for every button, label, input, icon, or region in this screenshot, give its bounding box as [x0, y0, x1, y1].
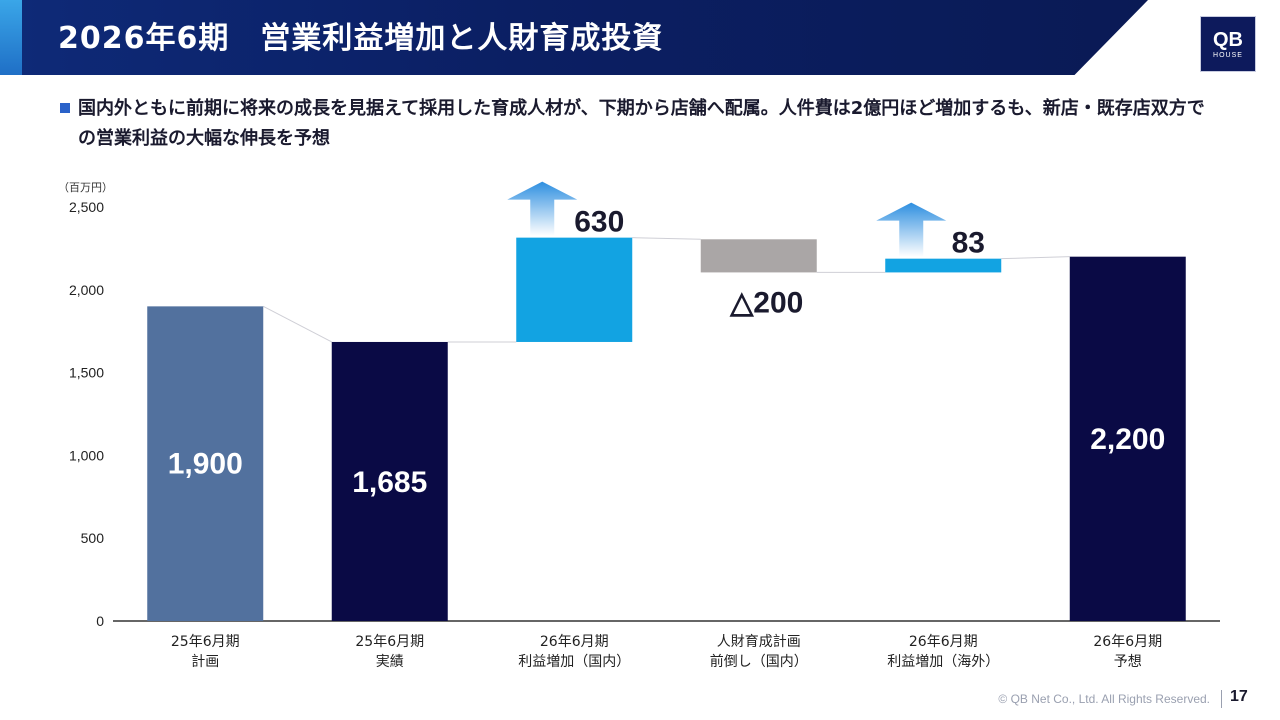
bar-total: [331, 341, 448, 621]
bar-increase: [885, 258, 1002, 273]
up-arrow-icon: [507, 181, 578, 236]
up-arrow-icon: [876, 202, 947, 257]
x-category-label: 26年6月期: [909, 634, 978, 650]
y-tick-label: 2,000: [69, 282, 104, 298]
bar-increase: [516, 237, 633, 342]
bar-value-label: 83: [952, 227, 985, 260]
bar-plan: [147, 306, 264, 621]
footer-divider: [1221, 690, 1222, 708]
header-band: [0, 0, 1148, 75]
y-tick-label: 2,500: [69, 199, 104, 215]
y-tick-label: 1,000: [69, 447, 104, 463]
x-category-label: 予想: [1114, 654, 1142, 670]
square-bullet-icon: [60, 103, 70, 113]
x-category-label: 実績: [376, 654, 404, 670]
bar-decrease: [700, 239, 817, 273]
logo-sub-text: HOUSE: [1213, 51, 1243, 59]
y-tick-label: 0: [96, 613, 104, 629]
waterfall-chart: （百万円） 0 500 1,000 1,500 2,000 2,500 1,900 25年6月期…: [58, 181, 1220, 670]
x-category-label: 25年6月期: [171, 634, 240, 650]
x-category-label: 25年6月期: [355, 634, 424, 650]
x-category-label: 人財育成計画: [717, 634, 801, 650]
company-logo[interactable]: QB HOUSE: [1200, 16, 1256, 72]
bar-value-label: 1,685: [352, 466, 427, 499]
copyright-text: © QB Net Co., Ltd. All Rights Reserved.: [998, 692, 1210, 706]
bar-value-label: △200: [729, 286, 803, 319]
header-accent: [0, 0, 22, 75]
connector-line: [263, 305, 332, 343]
x-category-label: 利益増加（海外）: [887, 654, 999, 670]
y-tick-label: 500: [81, 530, 105, 546]
x-category-label: 26年6月期: [540, 634, 609, 650]
bar-value-label: 1,900: [168, 448, 243, 481]
connector-line: [1001, 256, 1070, 260]
bar-total: [1069, 256, 1186, 621]
page-number: 17: [1230, 688, 1248, 705]
y-tick-label: 1,500: [69, 365, 104, 381]
summary-text: 国内外ともに前期に将来の成長を見据えて採用した育成人材が、下期から店舗へ配属。人…: [78, 98, 1205, 149]
x-category-label: 計画: [191, 654, 219, 670]
x-category-label: 26年6月期: [1093, 634, 1162, 650]
logo-main-text: QB: [1213, 28, 1243, 51]
y-axis-unit-label: （百万円）: [58, 181, 113, 194]
connector-line: [632, 237, 701, 240]
bar-value-label: 630: [574, 206, 624, 239]
page-title: 2026年6期 営業利益増加と人財育成投資: [58, 21, 664, 56]
x-category-label: 前倒し（国内）: [710, 653, 808, 670]
x-category-label: 利益増加（国内）: [518, 654, 630, 670]
bar-value-label: 2,200: [1090, 423, 1165, 456]
